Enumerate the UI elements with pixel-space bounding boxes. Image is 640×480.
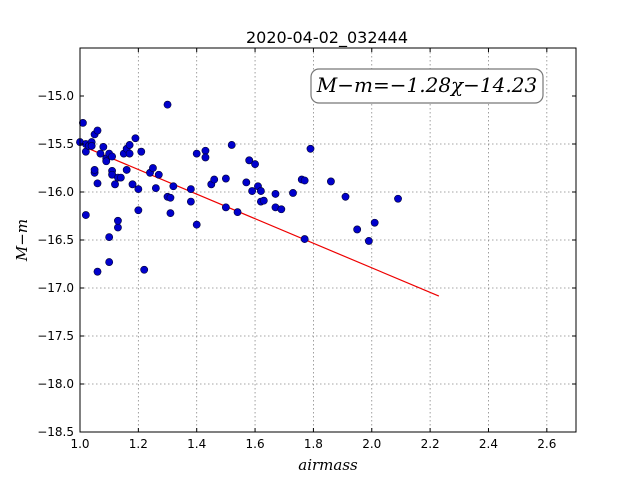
data-point	[306, 144, 315, 153]
data-point	[327, 177, 335, 186]
data-point	[79, 118, 87, 127]
data-point	[245, 156, 254, 165]
data-point	[87, 142, 96, 150]
data-point	[221, 174, 230, 183]
data-point	[256, 187, 265, 195]
axis-ticks	[79, 48, 576, 433]
data-point	[251, 160, 259, 169]
y-tick-label: −15.5	[37, 137, 74, 151]
x-tick-label: 1.0	[70, 437, 89, 451]
data-point	[300, 235, 309, 243]
data-point	[134, 206, 143, 215]
x-tick-label: 1.6	[246, 437, 265, 451]
y-tick-label: −17.0	[37, 281, 74, 295]
data-point	[300, 176, 309, 185]
y-tick-label: −18.0	[37, 377, 74, 391]
data-point	[111, 180, 119, 189]
data-point	[242, 178, 251, 187]
data-point	[93, 267, 102, 276]
data-point	[271, 190, 280, 198]
data-point	[125, 149, 134, 158]
x-tick-label: 2.0	[362, 437, 381, 451]
x-tick-label: 2.4	[479, 437, 498, 451]
data-point	[90, 166, 99, 174]
data-point	[114, 216, 122, 225]
annotation-box	[310, 68, 544, 104]
data-point	[105, 258, 114, 266]
data-point	[134, 185, 143, 194]
data-point	[277, 205, 286, 214]
data-point	[289, 189, 297, 197]
fit-equation: M−m=−1.28χ−14.23	[316, 73, 537, 97]
data-point	[105, 233, 114, 242]
data-point	[128, 180, 137, 189]
data-point	[394, 194, 402, 203]
data-point	[166, 193, 175, 202]
data-point	[186, 185, 195, 194]
data-point	[353, 225, 362, 234]
y-tick-label: −16.0	[37, 185, 74, 199]
data-point	[233, 208, 242, 217]
data-point	[192, 220, 201, 229]
data-point	[169, 182, 178, 191]
data-point	[201, 153, 210, 162]
data-point	[201, 146, 210, 155]
data-point	[93, 179, 102, 188]
data-point	[131, 134, 140, 143]
data-point	[116, 173, 125, 182]
chart-title: 2020-04-02_032444	[246, 28, 408, 48]
y-tick-label: −16.5	[37, 233, 74, 247]
y-tick-labels: −15.0 −15.5 −16.0 −16.5 −17.0 −17.5 −18.0 −18.5	[37, 89, 74, 439]
data-point	[99, 142, 108, 151]
fit-annotation: M−m=−1.28χ−14.23	[310, 68, 544, 104]
x-tick-label: 1.8	[304, 437, 323, 451]
data-point	[137, 147, 146, 156]
data-point	[186, 197, 195, 206]
data-point	[248, 187, 257, 195]
data-point	[210, 175, 219, 184]
data-point	[370, 218, 379, 227]
data-point	[125, 141, 134, 149]
fit-line	[85, 146, 440, 297]
data-point	[192, 149, 201, 158]
x-tick-label: 1.4	[187, 437, 206, 451]
data-point	[81, 211, 90, 219]
data-point	[140, 265, 149, 274]
grid-lines	[80, 48, 576, 432]
data-point	[122, 166, 131, 174]
data-point	[151, 184, 160, 193]
data-point	[221, 203, 230, 212]
data-point	[259, 196, 268, 205]
data-point	[93, 126, 102, 135]
y-tick-label: −15.0	[37, 89, 74, 103]
data-point	[166, 209, 175, 218]
data-point	[108, 152, 116, 161]
x-tick-labels: 1.0 1.2 1.4 1.6 1.8 2.0 2.2 2.4 2.6	[70, 437, 556, 451]
data-point	[154, 170, 163, 179]
x-tick-label: 2.2	[421, 437, 440, 451]
data-points	[76, 100, 402, 276]
y-axis-label: M−m	[13, 219, 31, 262]
y-tick-label: −17.5	[37, 329, 74, 343]
x-tick-label: 1.2	[129, 437, 148, 451]
data-point	[149, 164, 157, 172]
fit-line-group	[85, 146, 440, 297]
data-point	[96, 149, 105, 158]
x-tick-label: 2.6	[537, 437, 556, 451]
y-tick-label: −18.5	[37, 425, 74, 439]
data-point	[341, 192, 350, 201]
x-axis-label: airmass	[298, 456, 358, 474]
data-point	[114, 223, 122, 232]
data-point	[227, 141, 236, 149]
data-point	[102, 157, 111, 166]
data-point	[364, 237, 373, 245]
data-point	[163, 100, 172, 109]
